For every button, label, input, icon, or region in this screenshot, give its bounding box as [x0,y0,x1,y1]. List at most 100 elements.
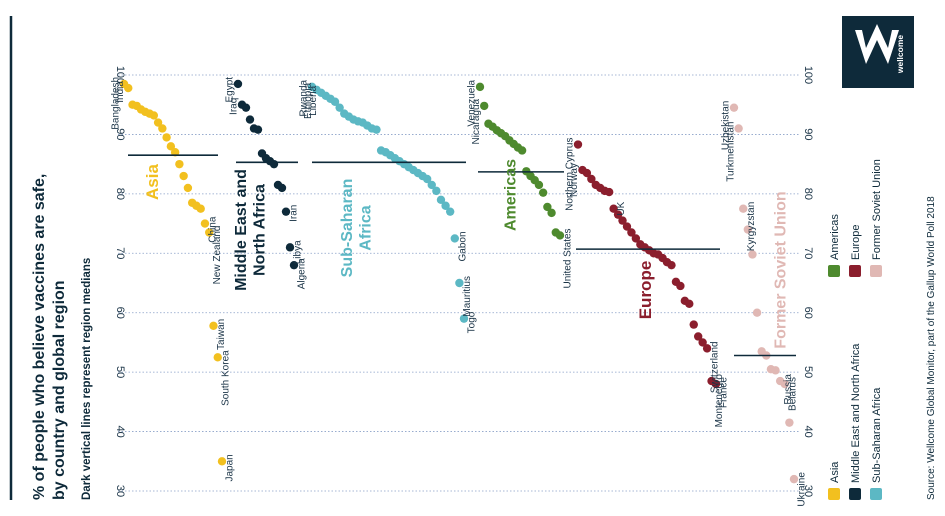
data-point-middle-east-and-north-africa-2 [241,103,251,112]
tick-label-right-60: 60 [802,307,814,319]
tick-label-left-90: 90 [114,128,126,140]
tick-label-right-80: 80 [802,188,814,200]
chart-title-line-1: % of people who believe vaccines are saf… [31,174,48,500]
data-point-former-soviet-union-2 [739,204,748,213]
country-label-switzerland: Switzerland [710,341,721,393]
data-point-americas-14 [534,180,544,190]
data-point-americas-1 [480,101,489,111]
data-point-europe-28 [698,338,707,347]
tick-label-right-70: 70 [802,247,814,259]
data-point-asia-21 [209,321,218,330]
data-point-europe-0 [573,140,583,149]
data-point-asia-8 [153,118,163,127]
data-point-sub-saharan-africa-27 [432,186,441,196]
country-label-montenegro: Montenegro [714,374,725,428]
data-point-europe-25 [685,299,694,308]
data-point-americas-10 [517,146,527,155]
tick-label-left-50: 50 [114,366,126,378]
data-point-europe-23 [676,281,685,291]
region-label-americas: Americas [503,159,520,231]
tick-label-left-70: 70 [114,247,126,259]
country-label-new-zealand: New Zealand [212,225,223,284]
region-label-line: Europe [636,261,655,320]
data-point-sub-saharan-africa-25 [422,174,432,184]
legend-swatch-middle-east-and-north-africa [849,488,861,500]
data-point-former-soviet-union-11 [780,379,789,389]
data-point-europe-10 [618,216,627,225]
data-point-europe-2 [582,168,592,178]
data-point-sub-saharan-africa-14 [372,125,381,134]
chart-title-line-2: by country and global region [51,280,68,500]
logo-text: wellcome [895,35,905,75]
country-label-northern-cyprus: Northern Cyprus [565,138,576,211]
data-point-americas-17 [547,208,556,218]
country-label-south-korea: South Korea [220,350,231,406]
data-point-asia-23 [217,457,227,466]
country-label-taiwan: Taiwan [216,319,227,350]
data-point-asia-10 [162,133,171,142]
country-label-japan: Japan [225,454,236,481]
legend-label-asia: Asia [829,461,841,483]
legend-label-sub-saharan-africa: Sub-Saharan Africa [871,387,883,483]
tick-label-right-30: 30 [802,485,814,497]
region-label-former-soviet-union: Former Soviet Union [773,191,790,348]
country-label-norway: Norway [569,163,580,197]
legend-label-former-soviet-union: Former Soviet Union [871,159,883,260]
data-point-americas-0 [475,82,485,92]
country-label-kyrgyzstan: Kyrgyzstan [746,202,757,251]
data-point-sub-saharan-africa-6 [335,103,344,112]
data-point-middle-east-and-north-africa-14 [289,260,299,270]
data-point-middle-east-and-north-africa-3 [245,115,255,124]
data-point-sub-saharan-africa-29 [441,201,450,210]
region-label-line: Former Soviet Union [773,191,790,348]
region-label-middle-east-and-north-africa: Middle East andNorth Africa [233,169,268,291]
data-point-asia-14 [179,171,188,181]
legend-swatch-sub-saharan-africa [870,488,882,500]
data-point-former-soviet-union-9 [771,366,780,375]
value-axis: 30 30 40 40 50 50 60 60 70 70 80 80 90 90 100 100 [114,66,814,497]
data-point-europe-13 [631,234,641,243]
data-point-americas-19 [555,231,565,240]
region-label-asia: Asia [143,164,162,200]
data-point-former-soviet-union-4 [748,250,757,259]
tick-label-right-50: 50 [802,366,814,378]
country-label-rwanda: Rwanda [299,79,310,116]
country-label-ethiopia: Ethiopia [303,82,314,119]
data-point-asia-9 [158,124,167,133]
region-label-line: North Africa [252,184,269,276]
region-label-line: Africa [358,205,375,250]
data-point-middle-east-and-north-africa-5 [253,125,263,134]
data-point-asia-1 [124,83,133,93]
country-label-india: India [115,81,126,103]
wellcome-logo-icon [855,24,899,64]
data-point-middle-east-and-north-africa-12 [281,207,291,216]
data-point-europe-3 [587,174,596,184]
country-label-uk: UK [616,201,627,215]
data-point-asia-18 [196,204,205,213]
region-label-line: Sub-Saharan [339,179,356,278]
legend-swatch-former-soviet-union [870,265,882,277]
legend: wellcome Asia Middle East and North Africa… [828,16,937,500]
chart-subtitle: Dark vertical lines represent region med… [81,258,93,500]
country-label-uzbekistan: Uzbekistan [721,101,732,150]
data-point-asia-12 [170,148,180,157]
country-label-iran: Iran [289,205,300,222]
data-point-europe-26 [689,320,698,329]
data-point-former-soviet-union-12 [785,418,794,427]
source-note: Source: Wellcome Global Monitor, part of… [926,196,937,500]
data-point-europe-27 [693,332,703,341]
tick-label-left-40: 40 [114,425,126,437]
legend-label-europe: Europe [850,225,862,260]
data-point-americas-15 [538,188,548,197]
tick-label-left-80: 80 [114,188,126,200]
data-point-europe-8 [609,204,618,213]
legend-swatch-americas [828,265,840,277]
data-point-europe-11 [622,222,632,231]
data-point-sub-saharan-africa-28 [436,195,446,204]
data-point-asia-20 [205,228,214,237]
data-point-asia-11 [166,142,176,151]
legend-swatch-asia [828,488,840,500]
